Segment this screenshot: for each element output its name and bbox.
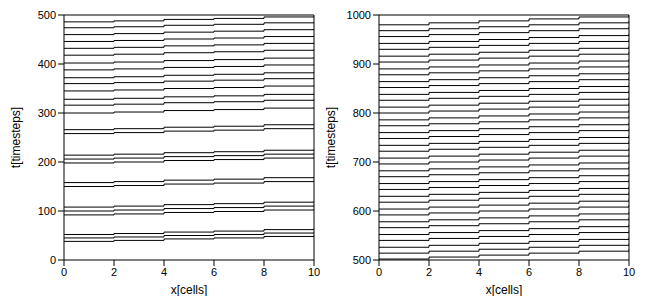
- svg-text:8: 8: [261, 266, 267, 278]
- svg-text:100: 100: [38, 205, 56, 217]
- svg-text:10: 10: [623, 266, 635, 278]
- svg-text:600: 600: [353, 205, 371, 217]
- svg-text:x[cells]: x[cells]: [171, 283, 208, 296]
- svg-text:0: 0: [376, 266, 382, 278]
- svg-text:6: 6: [526, 266, 532, 278]
- svg-text:2: 2: [111, 266, 117, 278]
- svg-text:200: 200: [38, 156, 56, 168]
- svg-text:4: 4: [476, 266, 482, 278]
- svg-text:2: 2: [426, 266, 432, 278]
- svg-text:10: 10: [308, 266, 320, 278]
- svg-text:400: 400: [38, 58, 56, 70]
- svg-text:0: 0: [50, 254, 56, 266]
- svg-text:300: 300: [38, 107, 56, 119]
- svg-text:900: 900: [353, 58, 371, 70]
- svg-text:0: 0: [61, 266, 67, 278]
- svg-text:700: 700: [353, 156, 371, 168]
- svg-text:8: 8: [576, 266, 582, 278]
- svg-text:1000: 1000: [347, 9, 371, 21]
- svg-text:6: 6: [211, 266, 217, 278]
- svg-text:500: 500: [38, 9, 56, 21]
- svg-text:t[timesteps]: t[timesteps]: [324, 107, 338, 168]
- svg-text:t[timesteps]: t[timesteps]: [9, 107, 23, 168]
- svg-text:4: 4: [161, 266, 167, 278]
- svg-text:800: 800: [353, 107, 371, 119]
- svg-text:x[cells]: x[cells]: [486, 283, 523, 296]
- svg-text:500: 500: [353, 254, 371, 266]
